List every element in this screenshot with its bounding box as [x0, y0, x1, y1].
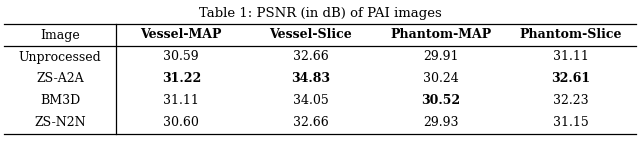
Text: 32.61: 32.61	[551, 73, 591, 86]
Text: 31.11: 31.11	[163, 95, 199, 107]
Text: 32.66: 32.66	[293, 116, 329, 130]
Text: Table 1: PSNR (in dB) of PAI images: Table 1: PSNR (in dB) of PAI images	[198, 8, 442, 21]
Text: Image: Image	[40, 29, 80, 41]
Text: 32.66: 32.66	[293, 50, 329, 63]
Text: Phantom-MAP: Phantom-MAP	[390, 29, 492, 41]
Text: 30.24: 30.24	[423, 73, 459, 86]
Text: 30.59: 30.59	[163, 50, 199, 63]
Text: 34.83: 34.83	[291, 73, 330, 86]
Text: Vessel-Slice: Vessel-Slice	[269, 29, 352, 41]
Text: Unprocessed: Unprocessed	[19, 50, 102, 63]
Text: BM3D: BM3D	[40, 95, 81, 107]
Text: 30.52: 30.52	[421, 95, 460, 107]
Text: ZS-A2A: ZS-A2A	[36, 73, 84, 86]
Text: 30.60: 30.60	[163, 116, 199, 130]
Text: 31.11: 31.11	[553, 50, 589, 63]
Text: Phantom-Slice: Phantom-Slice	[520, 29, 622, 41]
Text: 34.05: 34.05	[293, 95, 329, 107]
Text: 29.91: 29.91	[423, 50, 458, 63]
Text: 29.93: 29.93	[423, 116, 458, 130]
Text: 32.23: 32.23	[553, 95, 589, 107]
Text: 31.15: 31.15	[553, 116, 589, 130]
Text: Vessel-MAP: Vessel-MAP	[141, 29, 222, 41]
Text: 31.22: 31.22	[162, 73, 201, 86]
Text: ZS-N2N: ZS-N2N	[35, 116, 86, 130]
